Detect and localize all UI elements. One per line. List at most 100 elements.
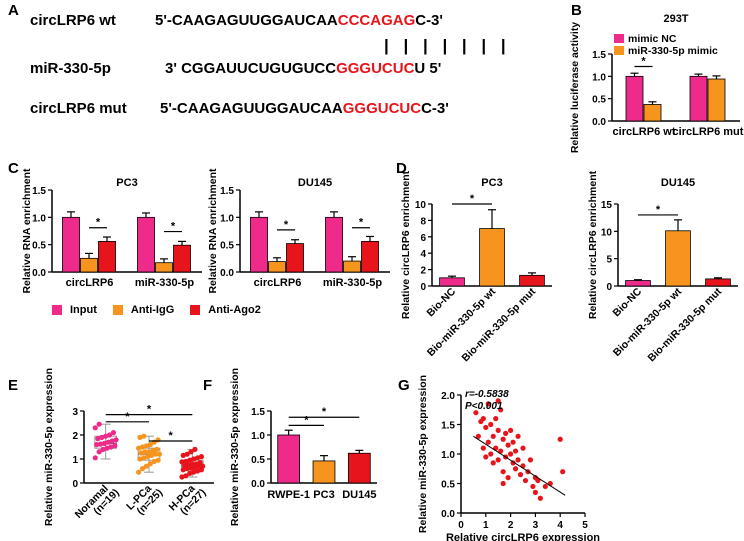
d2-y-tick-label: 10	[601, 227, 613, 238]
e-point	[151, 458, 157, 464]
seq-highlight: GGGUCUC	[342, 100, 422, 117]
f-bar-1	[312, 460, 336, 484]
e-point	[137, 434, 143, 440]
f-x-tick-label: DU145	[342, 489, 376, 501]
g-x-axis-label: Relative circLRP6 expression	[446, 532, 600, 541]
e-point	[139, 466, 146, 472]
seq-row-mut: circLRP6 mut 5'-CAAGAGUUGGAUCAAGGGUCUCC-3…	[30, 100, 449, 117]
b-legend-label: miR-330-5p mimic	[628, 45, 718, 57]
e-point	[103, 433, 109, 439]
b-x-tick-label: circLRP6 wt	[613, 126, 676, 138]
e-point	[97, 441, 104, 447]
panel-label-b: B	[571, 2, 582, 19]
g-x-tick-label: 1	[483, 520, 489, 531]
g-y-axis-label: Relative miR-330-5p expression	[417, 375, 429, 533]
pairing-lines: | | | | | | |	[384, 36, 511, 55]
seq-row-mir: miR-330-5p 3' CGGAUUCUGUGUCCGGGUCUCU 5'	[30, 60, 441, 77]
c1-y-axis-label: Relative RNA enrichment	[21, 168, 33, 294]
b-bar-1-1	[707, 78, 726, 122]
c2-y-axis-label: Relative RNA enrichment	[207, 168, 219, 294]
g-point	[480, 445, 486, 451]
d2-sig-label: *	[656, 204, 661, 216]
e-point	[191, 469, 197, 475]
e-point	[187, 457, 193, 463]
legend-c: Input Anti-IgG Anti-Ago2	[52, 304, 261, 316]
g-point	[483, 424, 489, 431]
panel-label-f: F	[203, 377, 213, 394]
e-point	[104, 445, 110, 451]
g-fit-line	[473, 435, 566, 496]
c2-bar-1-2	[361, 240, 379, 273]
e-point	[142, 449, 148, 455]
d2-y-tick-label: 5	[606, 255, 612, 266]
g-point	[508, 451, 514, 457]
c2-y-tick-label: 0.0	[220, 268, 234, 279]
d2-y-tick-label: 15	[601, 200, 613, 211]
c2-bar-0-1	[268, 261, 286, 273]
e-point	[147, 461, 153, 467]
e-point	[141, 455, 147, 461]
d1-x-tick-label: Bio-miR-330-5p wt	[425, 285, 499, 359]
d1-x-tick-label: Bio-NC	[424, 285, 458, 319]
d1-x-tick-label: Bio-miR-330-5p mut	[459, 285, 538, 364]
d1-bar-1	[479, 228, 505, 287]
c1-bar-1-0	[137, 216, 155, 273]
e-point	[141, 433, 147, 439]
g-y-tick-label: 1.0	[441, 450, 455, 461]
e-point	[149, 452, 155, 458]
seq-highlight: GGGUCUC	[336, 60, 415, 77]
seq-label: miR-330-5p	[30, 60, 111, 77]
c1-title: PC3	[116, 177, 137, 189]
seq-suffix: C-3'	[421, 100, 449, 117]
e-point	[113, 437, 119, 443]
e-point	[184, 451, 190, 457]
g-point	[490, 460, 496, 466]
e-sig-label: *	[169, 430, 174, 442]
e-point	[155, 457, 161, 463]
e-point	[188, 449, 194, 455]
g-point	[488, 421, 494, 428]
f-y-tick-label: 1.0	[251, 431, 265, 442]
legend-swatch-input	[52, 305, 62, 315]
c1-bar-0-1	[80, 257, 98, 273]
seq-highlight: CCCAGAG	[337, 12, 416, 29]
g-point	[512, 466, 519, 472]
e-point	[147, 442, 153, 448]
d1-y-tick-label: 6	[420, 233, 426, 244]
g-stat-p: P<0.001	[465, 401, 503, 412]
e-point	[193, 461, 199, 467]
g-point	[485, 439, 491, 445]
seq-label: circLRP6 wt	[30, 12, 116, 29]
d2-x-tick-label: Bio-NC	[610, 285, 644, 319]
c1-sig-label: *	[171, 221, 176, 233]
f-y-axis-label: Relative miR-330-5p expression	[229, 368, 241, 526]
e-point	[101, 440, 107, 446]
e-point	[192, 446, 198, 452]
f-sig-label: *	[304, 414, 309, 426]
g-point	[510, 439, 516, 445]
g-y-tick-label: 2.0	[441, 391, 455, 402]
g-point	[475, 433, 481, 439]
seq-prefix: 5'-CAAGAGUUGGAUCAA	[155, 12, 338, 29]
g-point	[520, 445, 526, 451]
c1-bar-1-1	[155, 262, 173, 273]
g-point	[483, 454, 489, 460]
d1-y-tick-label: 0	[420, 282, 426, 293]
d1-y-tick-label: 8	[420, 216, 426, 227]
d1-y-axis-label: Relative circLRP6 enrichment	[400, 170, 412, 319]
g-point	[505, 475, 511, 481]
panel-label-e: E	[8, 377, 19, 394]
e-point	[187, 470, 193, 476]
legend-item-ago2: Anti-Ago2	[208, 304, 261, 316]
g-point	[500, 436, 506, 442]
e-point	[198, 454, 205, 460]
e-point	[183, 473, 189, 479]
b-y-tick-label: 1.5	[592, 50, 606, 61]
d2-bar-2	[705, 278, 731, 287]
seq-prefix: 3' CGGAUUCUGUGUCC	[165, 60, 337, 77]
e-point	[156, 451, 162, 457]
e-point	[96, 449, 102, 455]
b-bar-0-1	[643, 104, 662, 122]
e-point	[92, 425, 98, 431]
